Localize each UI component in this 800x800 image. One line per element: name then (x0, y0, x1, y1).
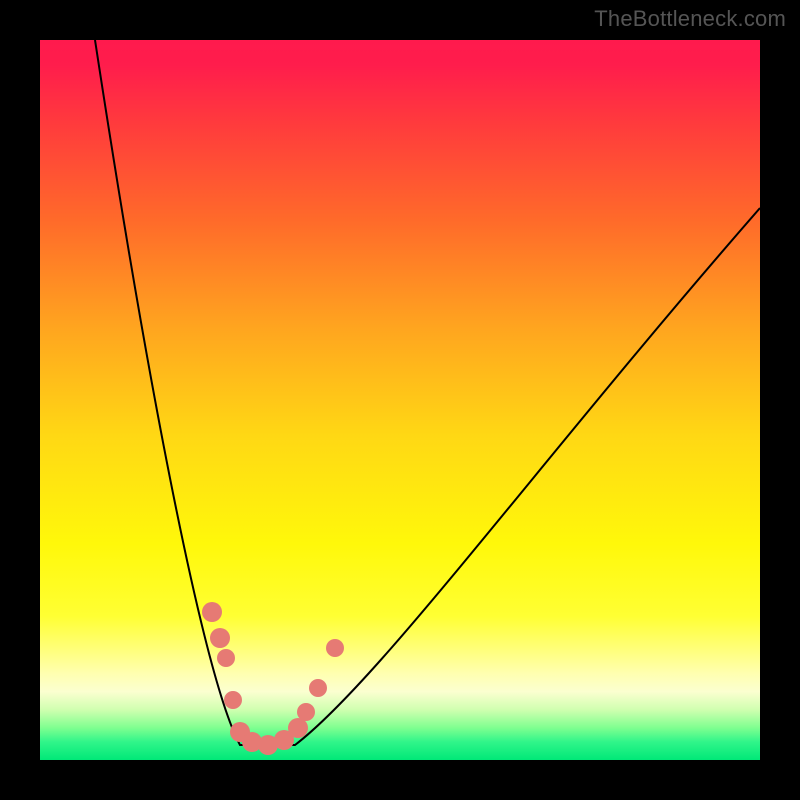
watermark-text: TheBottleneck.com (594, 6, 786, 32)
curve-marker (297, 703, 315, 721)
curve-marker (217, 649, 235, 667)
gradient-background (40, 40, 760, 760)
curve-marker (309, 679, 327, 697)
curve-marker (224, 691, 242, 709)
curve-marker (210, 628, 230, 648)
curve-marker (326, 639, 344, 657)
chart-frame: TheBottleneck.com (0, 0, 800, 800)
plot-area (40, 40, 760, 760)
curve-marker (202, 602, 222, 622)
curve-marker (288, 718, 308, 738)
